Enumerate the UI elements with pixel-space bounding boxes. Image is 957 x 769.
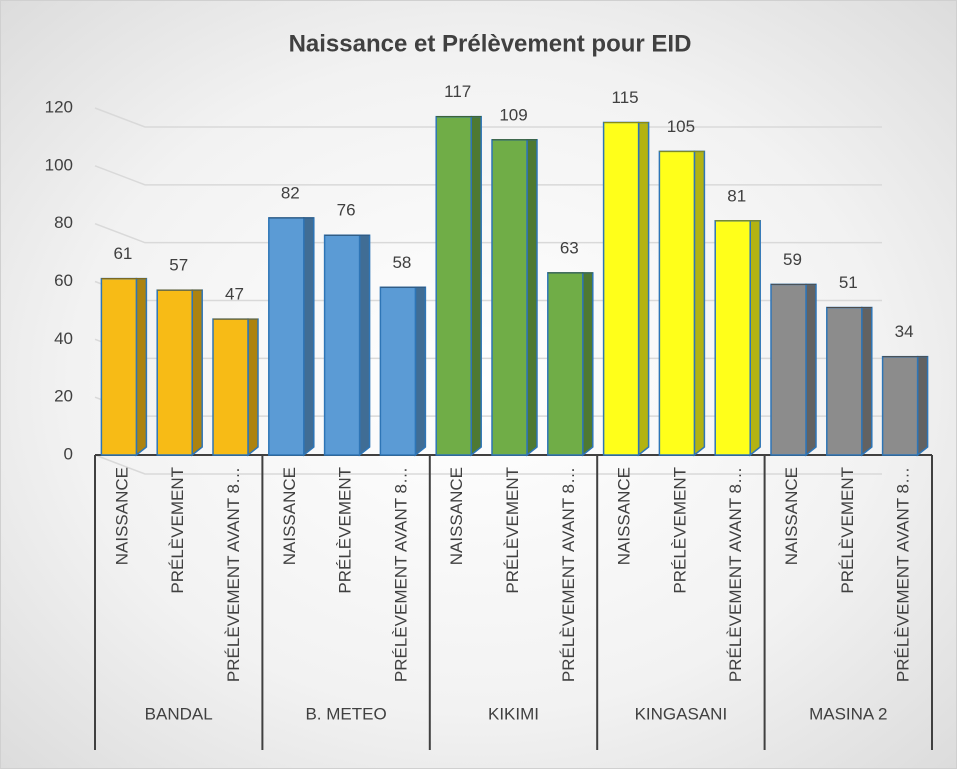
x-tick-label: PRÉLÈVEMENT AVANT 8… bbox=[391, 467, 410, 682]
y-tick-label: 80 bbox=[54, 213, 73, 232]
x-tick-label: PRÉLÈVEMENT AVANT 8… bbox=[559, 467, 578, 682]
value-label: 63 bbox=[560, 238, 579, 257]
value-label: 47 bbox=[225, 285, 244, 304]
x-tick-label: NAISSANCE bbox=[447, 467, 466, 565]
bar bbox=[156, 289, 203, 457]
bar bbox=[714, 220, 761, 457]
y-tick-label: 20 bbox=[54, 387, 73, 406]
group-label: KIKIMI bbox=[488, 704, 539, 723]
bar bbox=[379, 286, 427, 457]
bar bbox=[602, 121, 650, 457]
x-tick-label: PRÉLÈVEMENT AVANT 8… bbox=[894, 467, 913, 682]
grid-line bbox=[94, 280, 882, 302]
x-tick-label: NAISSANCE bbox=[615, 467, 634, 565]
value-label: 34 bbox=[895, 322, 914, 341]
grid-line bbox=[94, 454, 882, 475]
group-label: BANDAL bbox=[145, 704, 213, 723]
value-label: 61 bbox=[113, 244, 132, 263]
x-tick-label: NAISSANCE bbox=[280, 467, 299, 565]
value-label: 51 bbox=[839, 273, 858, 292]
x-tick-label: PRÉLÈVEMENT bbox=[503, 467, 522, 594]
value-label: 57 bbox=[169, 256, 188, 275]
bar bbox=[100, 277, 148, 457]
group-label: B. METEO bbox=[305, 704, 386, 723]
bar bbox=[491, 139, 538, 457]
value-label: 58 bbox=[392, 253, 411, 272]
value-label: 81 bbox=[727, 186, 746, 205]
x-tick-label: PRÉLÈVEMENT AVANT 8… bbox=[726, 467, 745, 682]
chart-title: Naissance et Prélèvement pour EID bbox=[289, 30, 692, 57]
value-label: 76 bbox=[337, 201, 356, 220]
x-tick-label: PRÉLÈVEMENT bbox=[336, 467, 355, 594]
y-tick-label: 60 bbox=[54, 271, 73, 290]
bar bbox=[268, 217, 315, 457]
grid-line bbox=[94, 165, 882, 186]
x-tick-label: PRÉLÈVEMENT AVANT 8… bbox=[224, 467, 243, 682]
y-tick-label: 40 bbox=[54, 329, 73, 348]
value-label: 59 bbox=[783, 250, 802, 269]
y-tick-label: 0 bbox=[64, 444, 73, 463]
value-label: 117 bbox=[444, 82, 471, 101]
y-tick-label: 120 bbox=[45, 97, 73, 116]
bar bbox=[212, 318, 259, 457]
group-label: MASINA 2 bbox=[809, 704, 887, 723]
x-tick-label: NAISSANCE bbox=[112, 467, 131, 565]
grid-line bbox=[94, 222, 882, 244]
x-tick-label: PRÉLÈVEMENT bbox=[838, 467, 857, 594]
bar bbox=[770, 283, 817, 457]
value-label: 109 bbox=[499, 105, 527, 124]
bar bbox=[658, 150, 706, 457]
y-tick-label: 100 bbox=[45, 155, 73, 174]
value-label: 115 bbox=[612, 88, 639, 107]
value-label: 82 bbox=[281, 183, 300, 202]
group-label: KINGASANI bbox=[635, 704, 728, 723]
bar bbox=[435, 115, 482, 457]
bar bbox=[881, 355, 929, 457]
x-tick-label: PRÉLÈVEMENT bbox=[670, 467, 689, 594]
bar bbox=[826, 306, 873, 457]
x-tick-label: PRÉLÈVEMENT bbox=[168, 467, 187, 594]
bar bbox=[323, 234, 371, 457]
x-tick-label: NAISSANCE bbox=[782, 467, 801, 565]
value-label: 105 bbox=[667, 117, 695, 136]
grid-line bbox=[94, 107, 882, 128]
bar bbox=[547, 272, 594, 457]
